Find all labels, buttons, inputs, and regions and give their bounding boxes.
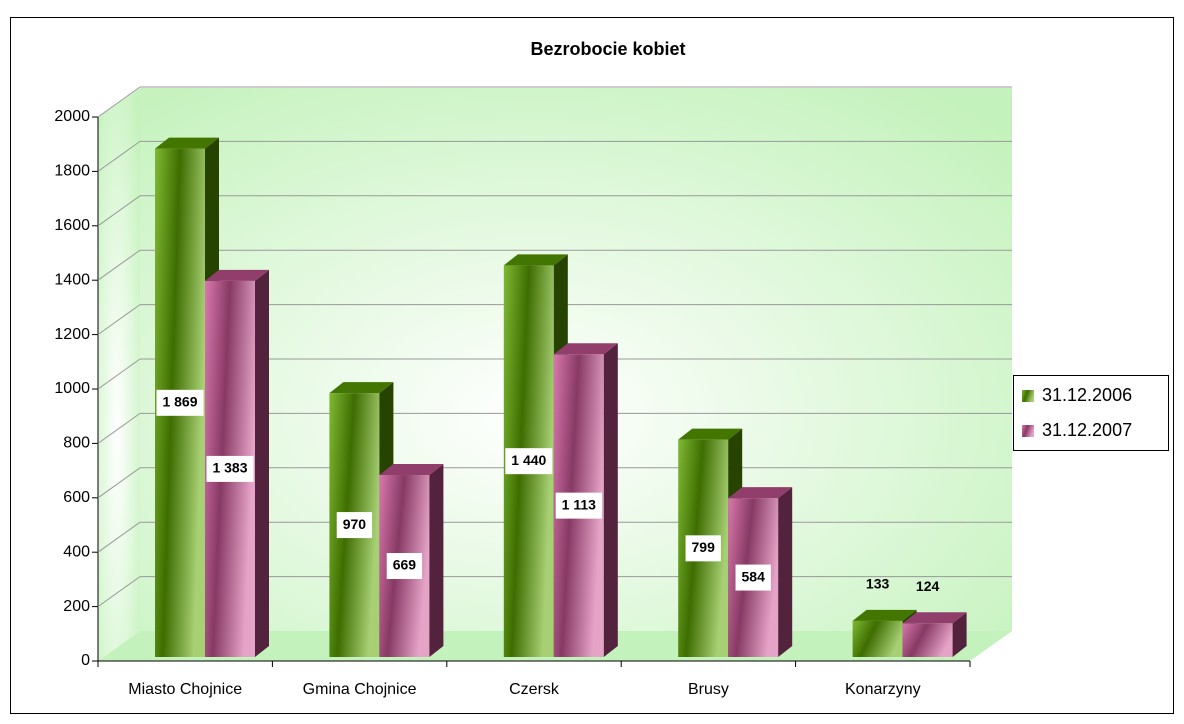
chart-title: Bezrobocie kobiet	[530, 39, 685, 59]
data-label: 1 869	[162, 394, 197, 410]
data-label: 1 383	[212, 460, 247, 476]
data-label-box	[206, 455, 254, 482]
bar-top	[728, 487, 793, 499]
y-tick-label: 2000	[54, 108, 90, 125]
grid-line	[97, 576, 141, 608]
y-tick-label: 1000	[54, 380, 90, 397]
bar	[902, 623, 953, 657]
y-tick-label: 600	[63, 489, 90, 506]
y-tick-label: 1600	[54, 217, 90, 234]
grid-line	[97, 249, 141, 281]
x-tick-label: Gmina Chojnice	[303, 681, 417, 698]
data-label-box	[156, 389, 204, 416]
data-label-box	[685, 535, 721, 562]
y-tick-label: 1400	[54, 271, 90, 288]
data-label-box	[555, 492, 602, 519]
legend-swatch	[1022, 390, 1034, 402]
y-tick-label: 0	[81, 652, 90, 669]
bar-side	[952, 612, 967, 657]
legend-label: 31.12.2007	[1042, 420, 1132, 440]
bar-side	[778, 487, 793, 657]
y-tick-label: 800	[63, 435, 90, 452]
legend-swatch	[1022, 425, 1034, 437]
grid-line	[97, 304, 141, 336]
bar-top	[205, 269, 269, 281]
x-tick-label: Konarzyny	[845, 681, 921, 698]
x-tick-label: Brusy	[688, 681, 729, 698]
bar-top	[852, 609, 917, 621]
bar-side	[603, 343, 618, 657]
y-tick-label: 1200	[54, 326, 90, 343]
data-label: 584	[742, 568, 766, 584]
data-label: 1 113	[562, 496, 596, 512]
bar-top	[503, 254, 568, 266]
bar-side	[255, 269, 269, 657]
bar-top	[902, 612, 967, 624]
data-label: 124	[916, 578, 940, 594]
bar-top	[678, 428, 743, 440]
y-tick-label: 1800	[54, 163, 90, 180]
y-tick-label: 400	[63, 543, 90, 560]
bar-top	[379, 464, 444, 476]
data-label: 1 440	[511, 452, 546, 468]
data-label: 970	[343, 516, 367, 532]
bar-top	[155, 137, 219, 149]
bar-side	[429, 464, 444, 657]
data-label-box	[336, 512, 373, 539]
x-tick-label: Czersk	[509, 681, 560, 698]
bar	[852, 620, 903, 657]
bar-top	[329, 382, 394, 394]
data-label: 133	[866, 576, 890, 592]
legend	[1013, 375, 1169, 451]
grid-line	[97, 195, 141, 227]
grid-line	[97, 358, 141, 390]
grid-line	[97, 467, 141, 499]
grid-line	[97, 412, 141, 444]
data-label-box	[386, 553, 423, 580]
bar-top	[553, 343, 618, 355]
legend-label: 31.12.2006	[1042, 385, 1132, 405]
data-label-box	[505, 448, 553, 475]
grid-line	[97, 521, 141, 553]
data-label: 669	[393, 557, 417, 573]
data-label: 799	[692, 539, 716, 555]
y-tick-label: 200	[63, 598, 90, 615]
x-tick-label: Miasto Chojnice	[128, 681, 242, 698]
grid-line	[97, 86, 141, 118]
data-label-box	[735, 564, 771, 591]
grid-line	[97, 140, 141, 172]
